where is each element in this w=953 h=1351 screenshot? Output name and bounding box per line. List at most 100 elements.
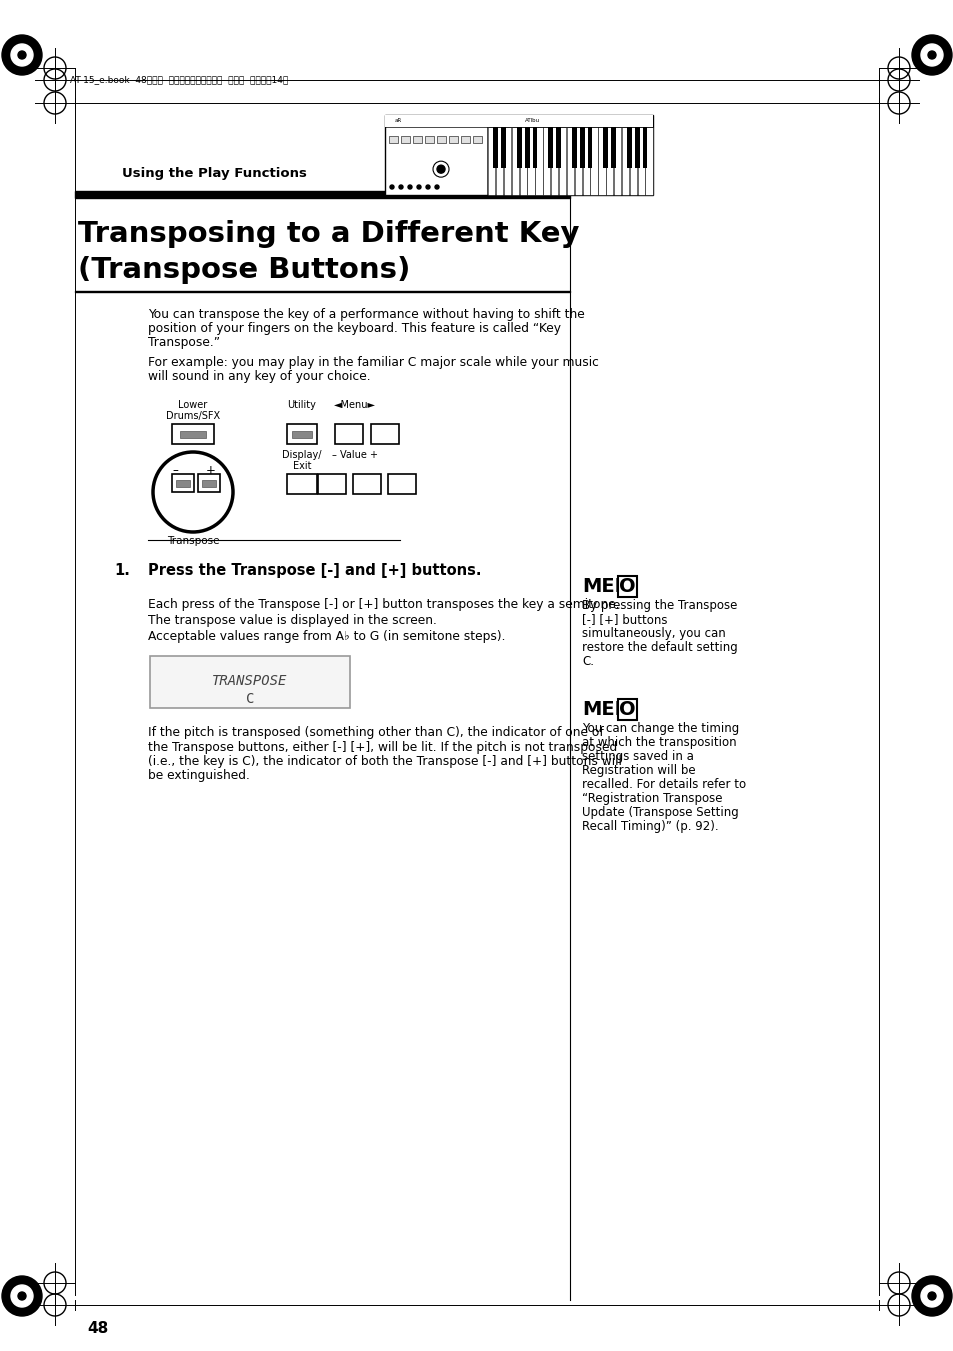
Text: “Registration Transpose: “Registration Transpose xyxy=(581,792,721,805)
Text: be extinguished.: be extinguished. xyxy=(148,770,250,782)
Text: MEM: MEM xyxy=(581,700,634,719)
Text: Acceptable values range from A♭ to G (in semitone steps).: Acceptable values range from A♭ to G (in… xyxy=(148,630,505,643)
Text: TRANSPOSE: TRANSPOSE xyxy=(213,674,288,688)
Text: [-] [+] buttons: [-] [+] buttons xyxy=(581,613,667,626)
Text: 1.: 1. xyxy=(113,563,130,578)
Circle shape xyxy=(11,45,33,66)
Text: MEM: MEM xyxy=(581,577,634,596)
Circle shape xyxy=(416,185,420,189)
Bar xyxy=(413,136,421,143)
Text: For example: you may play in the familiar C major scale while your music: For example: you may play in the familia… xyxy=(148,357,598,369)
Bar xyxy=(556,127,560,168)
Text: O: O xyxy=(618,577,635,596)
Bar xyxy=(424,136,434,143)
Circle shape xyxy=(408,185,412,189)
Bar xyxy=(287,424,316,444)
Bar xyxy=(572,127,577,168)
Bar xyxy=(548,127,553,168)
Circle shape xyxy=(911,35,951,76)
Bar xyxy=(180,431,206,438)
Bar xyxy=(202,480,215,486)
Bar xyxy=(287,474,316,494)
Bar xyxy=(335,424,363,444)
Text: ◄Menu►: ◄Menu► xyxy=(334,400,375,409)
Bar xyxy=(614,127,620,195)
Bar xyxy=(292,431,312,438)
Bar xyxy=(511,127,518,195)
Text: Drums/SFX: Drums/SFX xyxy=(166,411,220,422)
Text: Lower: Lower xyxy=(178,400,208,409)
Bar xyxy=(353,474,380,494)
Bar xyxy=(611,127,616,168)
Text: Utility: Utility xyxy=(287,400,316,409)
Bar xyxy=(587,127,592,168)
Bar xyxy=(388,474,416,494)
Text: restore the default setting: restore the default setting xyxy=(581,640,737,654)
Bar xyxy=(637,127,644,195)
Text: By pressing the Transpose: By pressing the Transpose xyxy=(581,598,737,612)
Text: Using the Play Functions: Using the Play Functions xyxy=(122,168,307,180)
Bar xyxy=(621,127,628,195)
Bar xyxy=(532,127,537,168)
Text: You can change the timing: You can change the timing xyxy=(581,721,739,735)
Bar xyxy=(389,136,397,143)
Text: at which the transposition: at which the transposition xyxy=(581,736,736,748)
Bar xyxy=(75,190,569,199)
Circle shape xyxy=(920,1285,942,1306)
Bar xyxy=(175,480,190,486)
Bar xyxy=(488,127,495,195)
Circle shape xyxy=(426,185,430,189)
Circle shape xyxy=(435,185,438,189)
Bar xyxy=(517,127,521,168)
Bar xyxy=(496,127,503,195)
Bar xyxy=(566,127,574,195)
Bar xyxy=(645,127,652,195)
Circle shape xyxy=(911,1275,951,1316)
Bar xyxy=(635,127,639,168)
Circle shape xyxy=(927,51,935,59)
Bar xyxy=(172,424,213,444)
Bar xyxy=(493,127,497,168)
Text: +: + xyxy=(206,463,215,477)
Bar xyxy=(551,127,558,195)
Bar xyxy=(400,136,410,143)
Text: (i.e., the key is C), the indicator of both the Transpose [-] and [+] buttons wi: (i.e., the key is C), the indicator of b… xyxy=(148,755,621,767)
Text: settings saved in a: settings saved in a xyxy=(581,750,693,763)
Circle shape xyxy=(2,35,42,76)
Bar xyxy=(198,474,220,492)
Bar xyxy=(558,127,565,195)
Text: Press the Transpose [-] and [+] buttons.: Press the Transpose [-] and [+] buttons. xyxy=(148,563,481,578)
Text: 48: 48 xyxy=(87,1321,108,1336)
Bar xyxy=(605,127,613,195)
Text: recalled. For details refer to: recalled. For details refer to xyxy=(581,778,745,790)
Text: the Transpose buttons, either [-] [+], will be lit. If the pitch is not transpos: the Transpose buttons, either [-] [+], w… xyxy=(148,740,617,754)
Circle shape xyxy=(18,1292,26,1300)
Bar xyxy=(519,127,526,195)
Bar xyxy=(524,127,529,168)
Text: simultaneously, you can: simultaneously, you can xyxy=(581,627,725,640)
Bar xyxy=(449,136,457,143)
Text: You can transpose the key of a performance without having to shift the: You can transpose the key of a performan… xyxy=(148,308,584,322)
Bar xyxy=(642,127,647,168)
Bar xyxy=(590,127,597,195)
Bar xyxy=(172,474,193,492)
Text: will sound in any key of your choice.: will sound in any key of your choice. xyxy=(148,370,370,382)
Bar xyxy=(460,136,470,143)
Text: aR: aR xyxy=(395,119,402,123)
Circle shape xyxy=(920,45,942,66)
Bar xyxy=(542,127,550,195)
Text: O: O xyxy=(618,700,635,719)
Text: If the pitch is transposed (something other than C), the indicator of one of: If the pitch is transposed (something ot… xyxy=(148,725,603,739)
Bar xyxy=(598,127,605,195)
Text: (Transpose Buttons): (Transpose Buttons) xyxy=(78,255,410,284)
Circle shape xyxy=(2,1275,42,1316)
Text: Registration will be: Registration will be xyxy=(581,765,695,777)
Bar xyxy=(579,127,584,168)
Bar xyxy=(629,127,637,195)
Bar xyxy=(527,127,535,195)
Bar xyxy=(436,136,446,143)
Bar xyxy=(626,127,631,168)
Bar xyxy=(150,657,350,708)
Text: The transpose value is displayed in the screen.: The transpose value is displayed in the … xyxy=(148,613,436,627)
Bar xyxy=(317,474,346,494)
